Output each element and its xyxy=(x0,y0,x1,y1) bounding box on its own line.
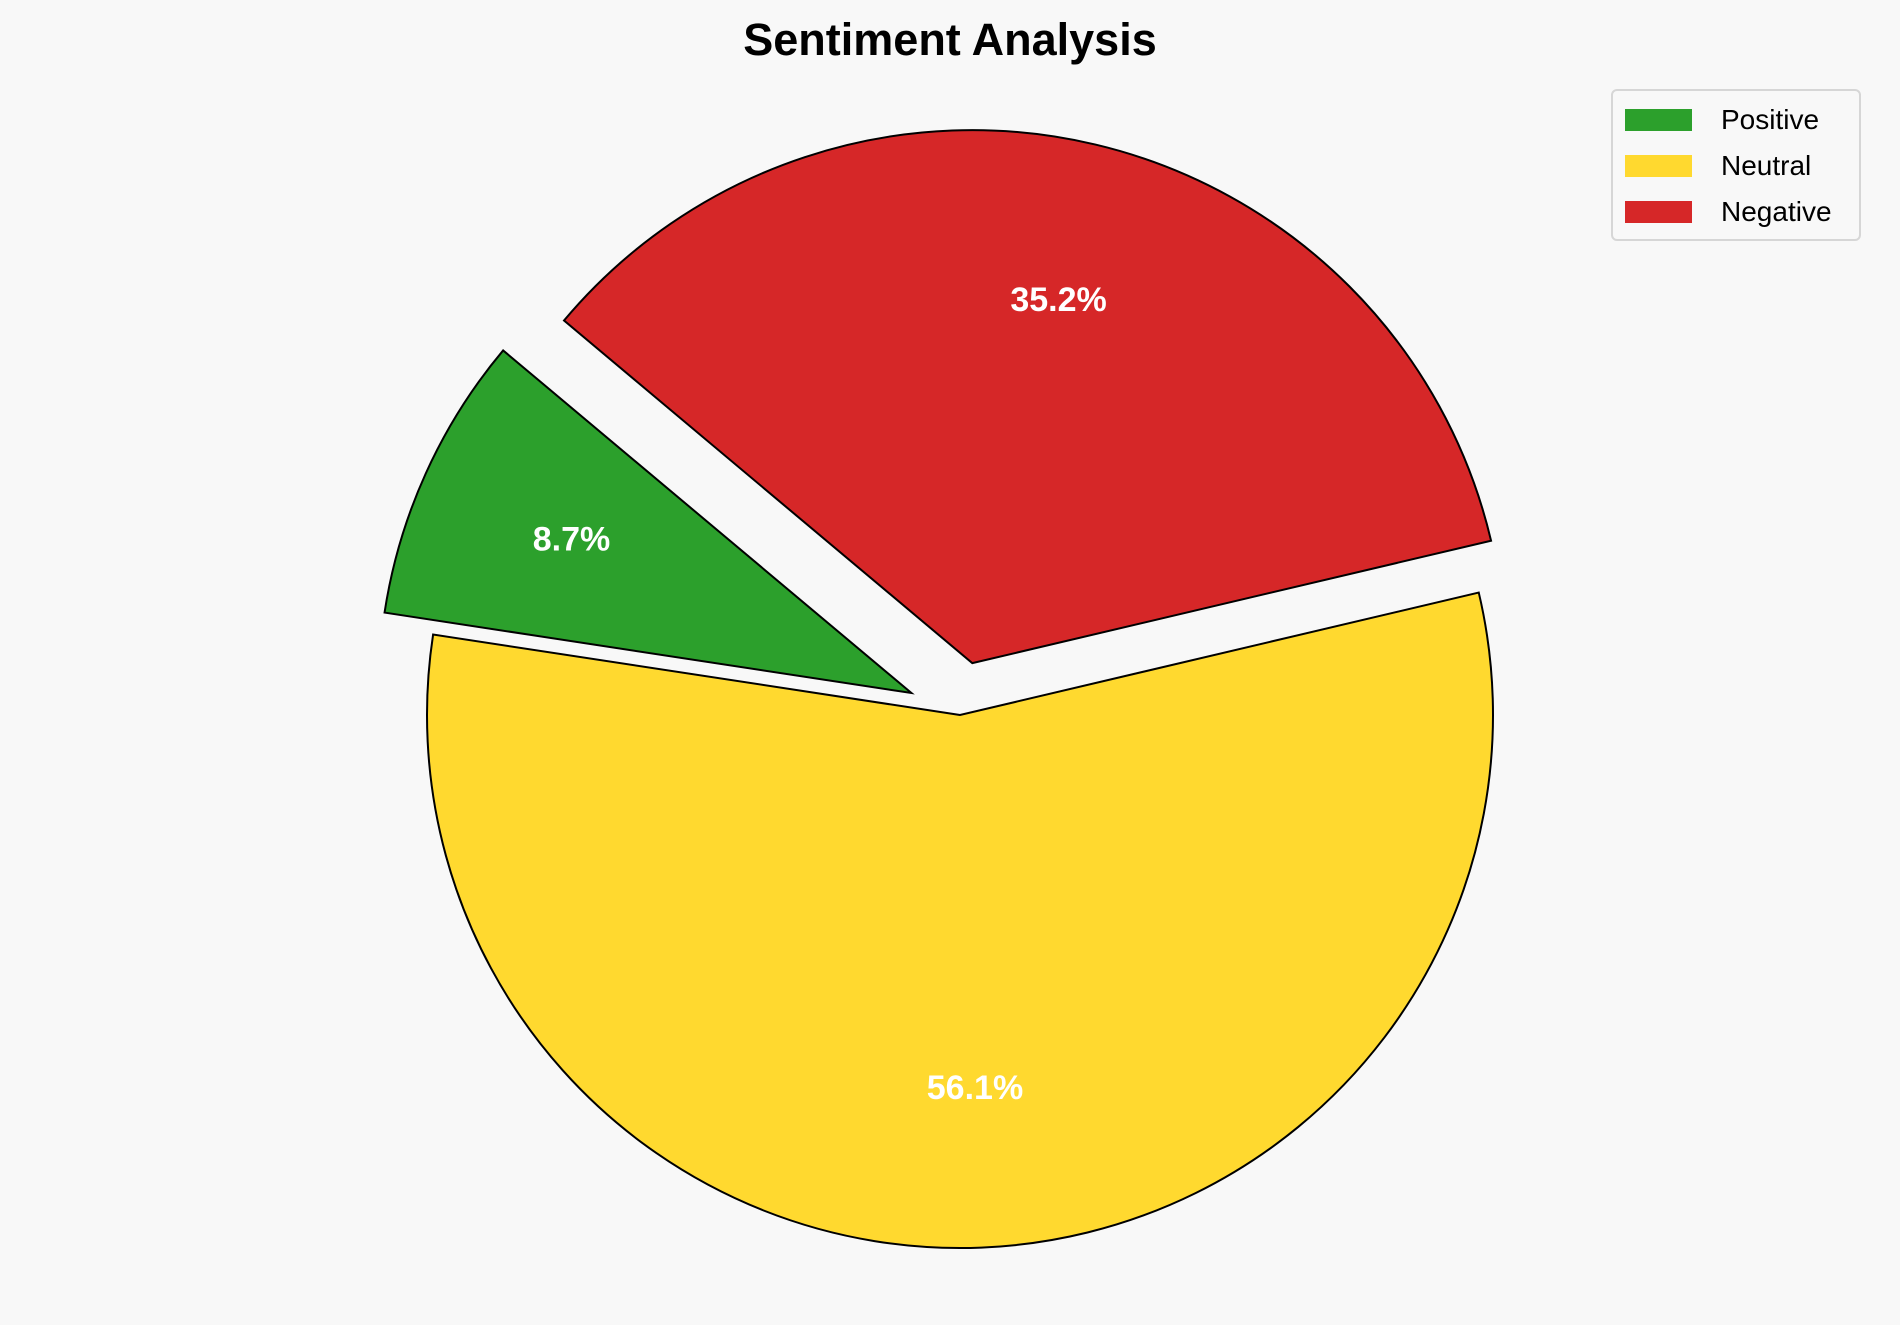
pie-slice-negative xyxy=(562,129,1493,665)
pie-label-positive: 8.7% xyxy=(533,520,611,558)
pie-label-neutral: 56.1% xyxy=(927,1069,1023,1107)
legend-label-neutral: Neutral xyxy=(1721,150,1812,181)
legend-item-positive: Positive xyxy=(1625,104,1820,135)
chart-title: Sentiment Analysis xyxy=(743,14,1157,65)
legend-item-negative: Negative xyxy=(1625,196,1832,227)
legend-swatch-negative xyxy=(1625,201,1692,223)
legend: Positive Neutral Negative xyxy=(1611,89,1861,241)
legend-swatch-positive xyxy=(1625,109,1692,131)
legend-label-positive: Positive xyxy=(1721,104,1820,135)
legend-label-negative: Negative xyxy=(1721,196,1832,227)
legend-item-neutral: Neutral xyxy=(1625,150,1812,181)
pie-slice-neutral xyxy=(426,591,1494,1249)
pie-label-negative: 35.2% xyxy=(1010,281,1106,319)
legend-swatch-neutral xyxy=(1625,155,1692,177)
pie-slice-positive xyxy=(383,349,915,695)
